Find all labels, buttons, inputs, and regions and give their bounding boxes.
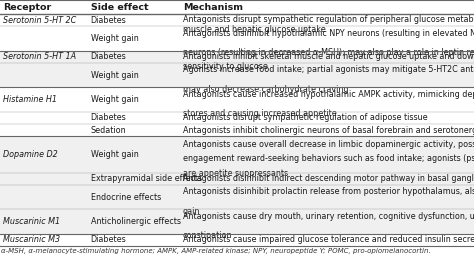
Bar <box>0 209 474 234</box>
Bar <box>0 63 474 87</box>
Bar <box>0 0 88 14</box>
Text: Antagonists disinhibit prolactin release from posterior hypothalamus, also contr: Antagonists disinhibit prolactin release… <box>183 187 474 196</box>
Text: Antagonists cause overall decrease in limbic dopaminergic activity, possibly lea: Antagonists cause overall decrease in li… <box>183 140 474 149</box>
Text: Antagonists disrupt sympathetic regulation of adipose tissue: Antagonists disrupt sympathetic regulati… <box>183 113 428 122</box>
Bar <box>88 0 180 14</box>
Text: gain: gain <box>183 207 201 216</box>
Bar <box>0 112 474 124</box>
Text: Extrapyramidal side effects: Extrapyramidal side effects <box>91 174 201 183</box>
Bar <box>0 124 474 136</box>
Text: are appetite suppressants: are appetite suppressants <box>183 169 288 178</box>
Text: muscle and hepatic glucose uptake: muscle and hepatic glucose uptake <box>183 25 326 34</box>
Text: Side effect: Side effect <box>91 3 148 12</box>
Text: Antagonists cause increased hypothalamic AMPK activity, mimicking depletion of c: Antagonists cause increased hypothalamic… <box>183 90 474 99</box>
Text: Antagonists disinhibit indirect descending motor pathway in basal ganglia: Antagonists disinhibit indirect descendi… <box>183 174 474 183</box>
Text: Weight gain: Weight gain <box>91 71 138 80</box>
Text: Anticholinergic effects: Anticholinergic effects <box>91 217 181 226</box>
Text: Serotonin 5-HT 2C: Serotonin 5-HT 2C <box>3 16 76 25</box>
Bar <box>0 136 474 173</box>
Text: Sedation: Sedation <box>91 126 126 134</box>
Bar <box>0 173 474 185</box>
Text: may also decrease carbohydrate craving: may also decrease carbohydrate craving <box>183 85 348 94</box>
Text: Antagonists cause dry mouth, urinary retention, cognitive dysfunction, urinary r: Antagonists cause dry mouth, urinary ret… <box>183 212 474 221</box>
Text: Mechanism: Mechanism <box>183 3 243 12</box>
Text: Antagonists disinhibit hypothalamic NPY neurons (resulting in elevated NPY) and : Antagonists disinhibit hypothalamic NPY … <box>183 29 474 38</box>
Text: Diabetes: Diabetes <box>91 16 126 25</box>
Text: Antagonists inhibit cholinergic neurons of basal forebrain and serotonergic neur: Antagonists inhibit cholinergic neurons … <box>183 126 474 134</box>
Bar <box>0 26 474 51</box>
Text: Receptor: Receptor <box>3 3 51 12</box>
Bar <box>0 234 474 246</box>
Text: constipation: constipation <box>183 231 232 240</box>
Bar <box>0 185 474 209</box>
Text: Diabetes: Diabetes <box>91 52 126 61</box>
Text: Diabetes: Diabetes <box>91 235 126 244</box>
Text: Serotonin 5-HT 1A: Serotonin 5-HT 1A <box>3 52 76 61</box>
Text: Antagonists inhibit skeletal muscle and hepatic glucose uptake and downregulate : Antagonists inhibit skeletal muscle and … <box>183 52 474 61</box>
Bar <box>0 14 474 26</box>
Text: Dopamine D2: Dopamine D2 <box>3 150 58 159</box>
Text: Weight gain: Weight gain <box>91 34 138 43</box>
Text: Histamine H1: Histamine H1 <box>3 95 57 104</box>
Text: Muscarinic M3: Muscarinic M3 <box>3 235 60 244</box>
Text: neurons (resulting in decreased α-MSH); may also play a role in leptin resistanc: neurons (resulting in decreased α-MSH); … <box>183 48 474 57</box>
Text: Antagonists cause impaired glucose tolerance and reduced insulin secretion from : Antagonists cause impaired glucose toler… <box>183 235 474 244</box>
Bar <box>180 0 474 14</box>
Text: engagement reward-seeking behaviors such as food intake; agonists (psychostimula: engagement reward-seeking behaviors such… <box>183 155 474 163</box>
Text: Weight gain: Weight gain <box>91 150 138 159</box>
Text: stores and causing increased appetite: stores and causing increased appetite <box>183 109 337 118</box>
Text: Endocrine effects: Endocrine effects <box>91 193 161 201</box>
Text: Muscarinic M1: Muscarinic M1 <box>3 217 60 226</box>
Text: α-MSH, α-melanocyte-stimulating hormone; AMPK, AMP-related kinase; NPY, neuropep: α-MSH, α-melanocyte-stimulating hormone;… <box>1 247 431 254</box>
Text: Diabetes: Diabetes <box>91 113 126 122</box>
Text: Antagonists disrupt sympathetic regulation of peripheral glucose metabolism; als: Antagonists disrupt sympathetic regulati… <box>183 15 474 25</box>
Bar <box>0 51 474 63</box>
Text: Weight gain: Weight gain <box>91 95 138 104</box>
Bar <box>0 87 474 112</box>
Text: Agonists increase food intake; partial agonists may mitigate 5-HT2C antagonism; : Agonists increase food intake; partial a… <box>183 66 474 74</box>
Text: sensitivity to glucose: sensitivity to glucose <box>183 62 268 71</box>
